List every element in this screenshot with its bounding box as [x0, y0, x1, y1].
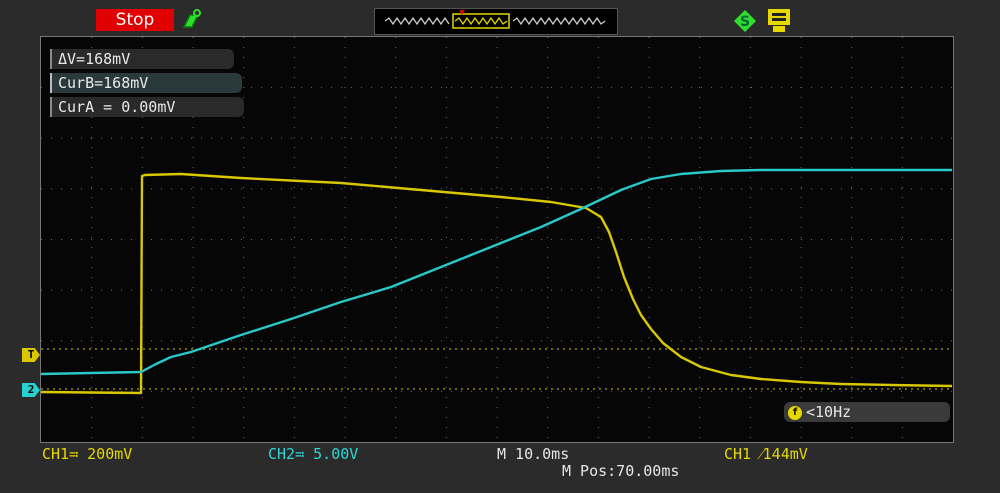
ch1-waveform	[41, 172, 953, 395]
top-status-bar: Stop S	[0, 0, 1000, 36]
usb-icon	[764, 6, 794, 34]
timebase-readout[interactable]: M 10.0ms	[497, 445, 570, 463]
ch2-marker-icon[interactable]: 2	[22, 383, 40, 397]
s-save-icon: S	[733, 9, 757, 33]
cursor-delta-readout: ΔV=168mV	[50, 49, 234, 69]
memory-position-bar[interactable]	[374, 8, 618, 35]
ch2-scale-readout[interactable]: CH2≕ 5.00V	[268, 445, 359, 463]
frequency-readout: f <10Hz	[784, 402, 950, 422]
memory-position-icon	[459, 10, 465, 15]
waveform-plot	[41, 37, 953, 442]
cursor-b-readout[interactable]: CurB=168mV	[50, 73, 242, 93]
frequency-icon: f	[788, 405, 802, 420]
trigger-marker-icon[interactable]: T	[22, 348, 40, 362]
run-stop-status[interactable]: Stop	[96, 9, 174, 31]
frequency-value: <10Hz	[806, 403, 852, 421]
cursor-a-readout[interactable]: CurA = 0.00mV	[50, 97, 244, 117]
svg-text:S: S	[740, 14, 750, 30]
run-stop-icon	[178, 7, 204, 33]
trigger-level-readout[interactable]: CH1 ⁄144mV	[724, 445, 808, 463]
ch2-waveform	[41, 168, 952, 376]
ch1-scale-readout[interactable]: CH1≕ 200mV	[42, 445, 133, 463]
horizontal-position-readout[interactable]: M Pos:70.00ms	[562, 462, 680, 480]
